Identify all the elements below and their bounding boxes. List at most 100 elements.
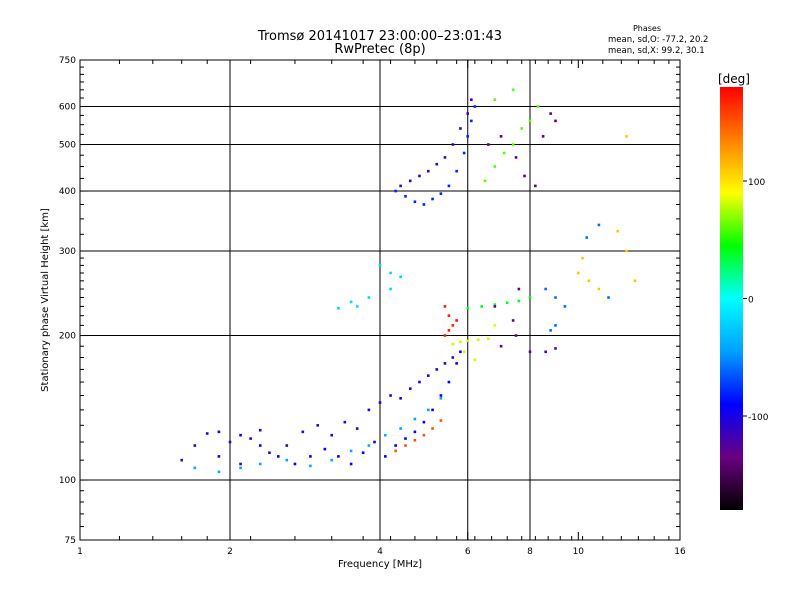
data-point <box>413 200 417 204</box>
colorbar-gradient <box>720 87 743 510</box>
data-point <box>435 368 439 371</box>
data-point <box>399 397 402 400</box>
data-point <box>554 347 557 350</box>
data-point <box>554 324 557 327</box>
y-tick-label: 75 <box>65 536 76 546</box>
data-point <box>470 98 473 101</box>
x-tick-label: 16 <box>674 547 686 557</box>
data-point <box>466 306 470 310</box>
data-point <box>523 174 526 178</box>
stats-line-o: mean, sd,O: -77.2, 20.2 <box>608 35 708 45</box>
data-point <box>422 433 426 437</box>
y-tick-label: 600 <box>59 103 76 113</box>
data-point <box>378 264 382 267</box>
data-point <box>431 427 434 430</box>
data-point <box>616 229 620 233</box>
data-point <box>394 444 397 447</box>
data-point <box>337 306 340 310</box>
data-point <box>389 287 392 291</box>
data-point <box>399 184 402 188</box>
data-point <box>483 179 487 183</box>
data-point <box>528 119 532 123</box>
data-point <box>473 105 477 108</box>
data-point <box>394 189 397 193</box>
data-point <box>455 362 458 365</box>
data-point <box>517 287 521 291</box>
chart-subtitle: RwPretec (8p) <box>334 42 425 57</box>
y-tick-label: 100 <box>59 476 76 486</box>
data-point <box>470 119 473 123</box>
data-point <box>413 417 417 421</box>
data-point <box>258 428 262 432</box>
data-point <box>373 440 376 444</box>
data-point <box>285 444 289 447</box>
data-point <box>493 324 497 327</box>
data-point <box>466 135 470 138</box>
x-tick-label: 2 <box>227 547 233 557</box>
data-point <box>367 296 371 299</box>
data-point <box>487 143 490 146</box>
data-point <box>473 358 477 362</box>
data-point <box>447 380 451 384</box>
data-point <box>528 350 532 354</box>
data-point <box>443 362 447 365</box>
data-point <box>249 437 252 440</box>
data-point <box>426 169 430 173</box>
data-point <box>459 127 462 130</box>
data-point <box>487 337 490 340</box>
data-point <box>549 329 552 332</box>
data-point <box>534 184 537 188</box>
data-points <box>180 88 637 474</box>
colorbar-ticks: 100 0 -100 <box>743 178 769 423</box>
data-point <box>505 301 509 305</box>
data-point <box>422 203 426 206</box>
data-point <box>511 88 515 92</box>
colorbar-label: [deg] <box>718 72 750 86</box>
data-point <box>239 433 242 437</box>
data-point <box>493 165 497 168</box>
data-point <box>309 464 312 468</box>
data-point <box>563 305 567 308</box>
data-point <box>285 458 289 462</box>
x-tick-label: 1 <box>77 547 83 557</box>
data-point <box>330 433 334 437</box>
y-tick-label: 300 <box>59 247 76 257</box>
data-point <box>477 338 480 342</box>
data-point <box>544 287 547 291</box>
data-point <box>413 430 417 434</box>
data-point <box>451 143 455 146</box>
data-point <box>217 430 221 434</box>
data-point <box>408 179 412 183</box>
data-point <box>384 433 387 437</box>
data-point <box>439 192 443 195</box>
data-point <box>355 305 359 308</box>
data-point <box>228 440 232 444</box>
data-point <box>587 279 591 283</box>
data-point <box>439 419 443 422</box>
data-point <box>443 334 447 337</box>
data-point <box>447 184 451 188</box>
y-axis-label: Stationary phase Virtual Height [km] <box>40 208 51 392</box>
data-point <box>193 444 197 447</box>
colorbar-tick-label: 0 <box>748 296 754 306</box>
data-point <box>217 455 221 458</box>
data-point <box>459 340 462 344</box>
data-point <box>293 462 297 466</box>
data-point <box>426 408 430 412</box>
data-point <box>520 127 524 130</box>
data-point <box>597 287 601 291</box>
data-point <box>576 271 580 275</box>
data-point <box>431 408 434 412</box>
data-point <box>355 427 359 430</box>
data-point <box>431 197 434 201</box>
data-point <box>447 314 451 317</box>
data-point <box>435 162 439 166</box>
data-point <box>276 455 280 458</box>
data-point <box>309 455 312 458</box>
data-point <box>239 462 242 466</box>
data-point <box>343 420 347 424</box>
data-point <box>466 112 470 115</box>
data-point <box>258 444 262 447</box>
data-point <box>323 447 327 451</box>
